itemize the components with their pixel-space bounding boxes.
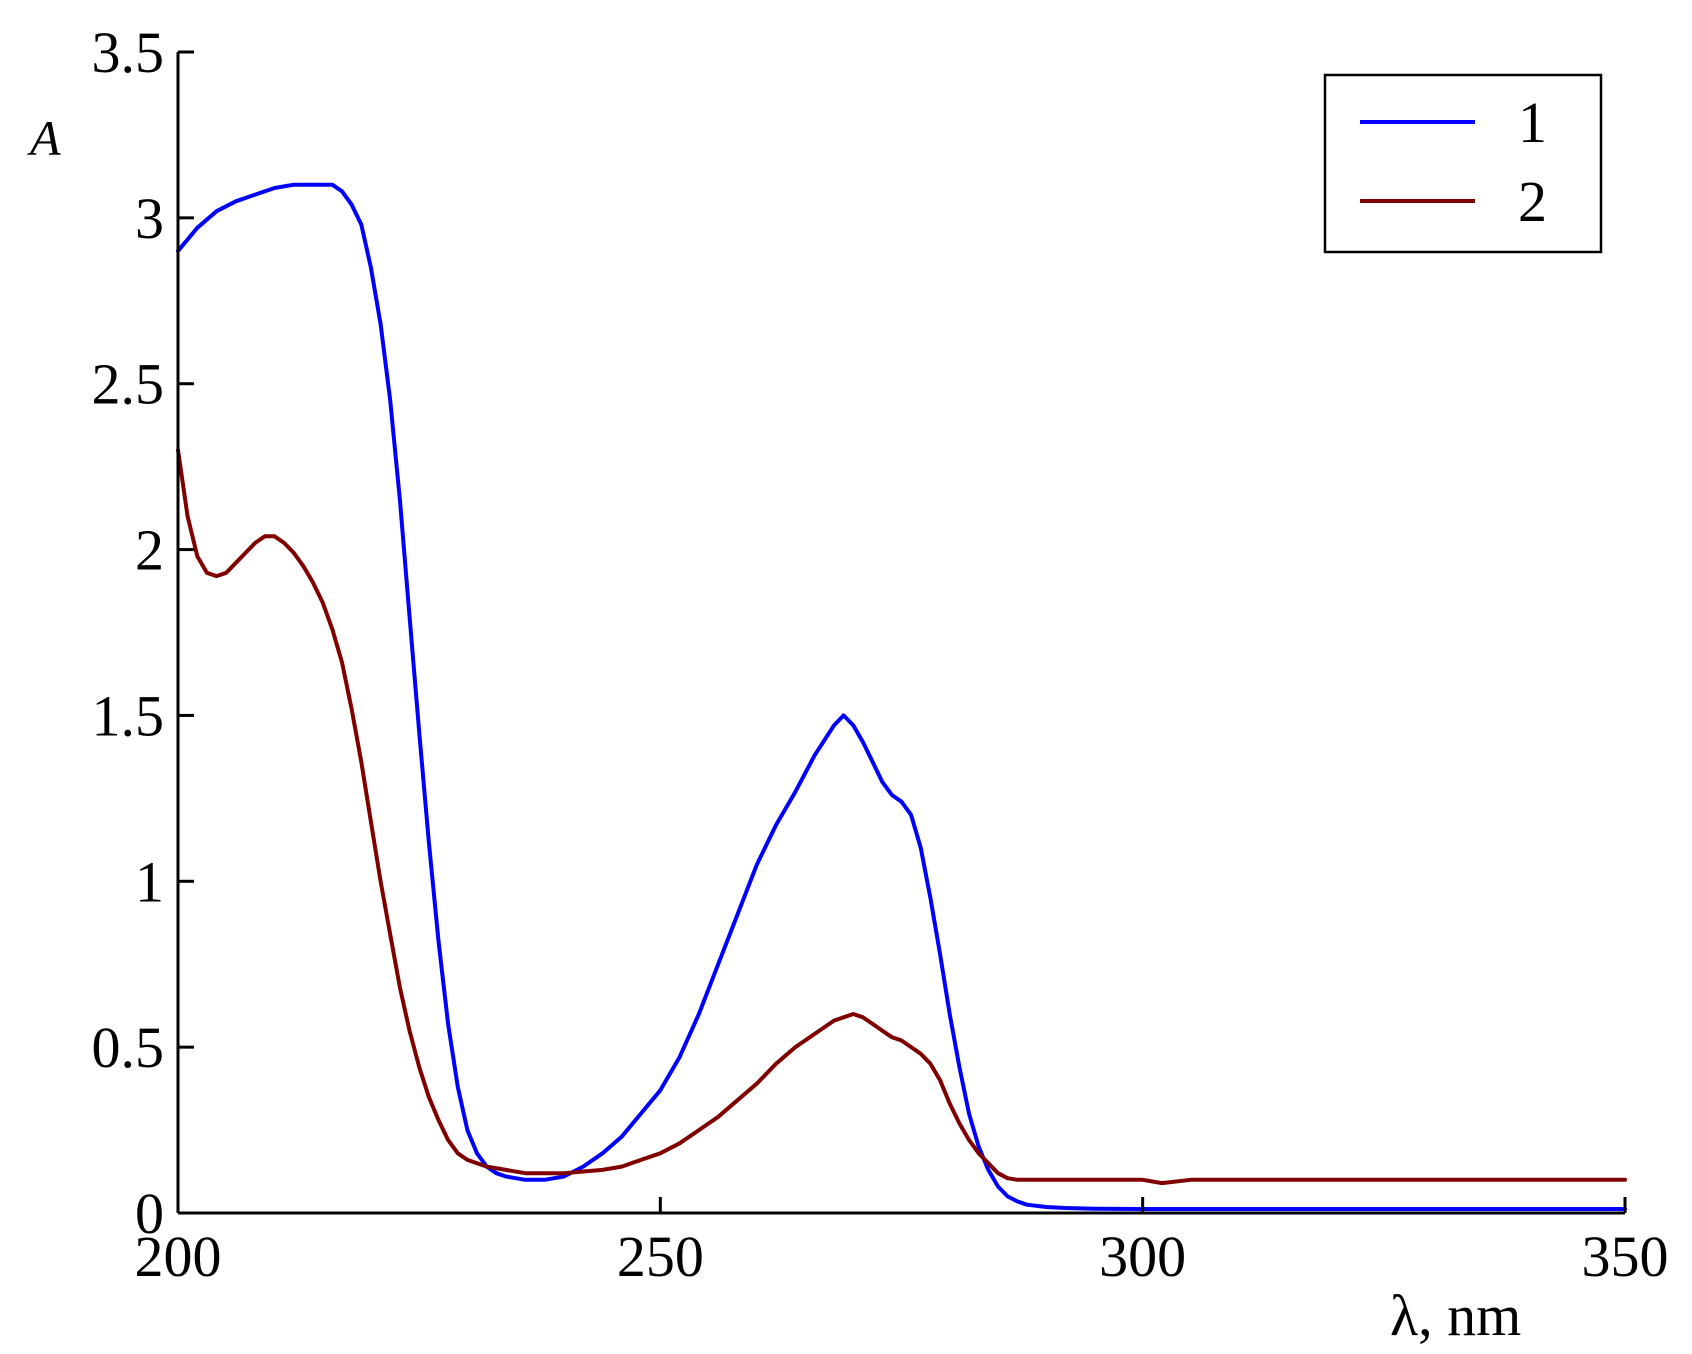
x-axis-label: λ, nm [1390,1283,1521,1348]
y-tick-label: 3 [135,186,164,251]
x-tick-label: 200 [135,1224,222,1289]
y-axis-label: A [27,110,61,166]
y-tick-label: 1 [135,849,164,914]
y-tick-label: 0.5 [92,1015,165,1080]
y-tick-label: 1.5 [92,683,165,748]
legend-label-series-2: 2 [1518,169,1547,234]
series-line-2 [176,448,1627,1186]
y-tick-label: 2 [135,518,164,583]
y-tick-label: 2.5 [92,352,165,417]
legend-label-series-1: 1 [1518,90,1547,155]
y-tick-label: 3.5 [92,20,165,85]
x-tick-label: 300 [1099,1224,1186,1289]
legend-box [1323,73,1603,254]
axes [176,50,1627,1215]
y-tick-label: 0 [135,1181,164,1246]
series-line-1 [176,182,1627,1211]
x-tick-label: 350 [1582,1224,1669,1289]
tick-labels: 0 0.5 1 1.5 2 2.5 3 3.5 200 250 300 350 [92,20,1669,1289]
series-lines [176,182,1627,1211]
legend: 1 2 [1323,73,1603,254]
x-tick-label: 250 [617,1224,704,1289]
